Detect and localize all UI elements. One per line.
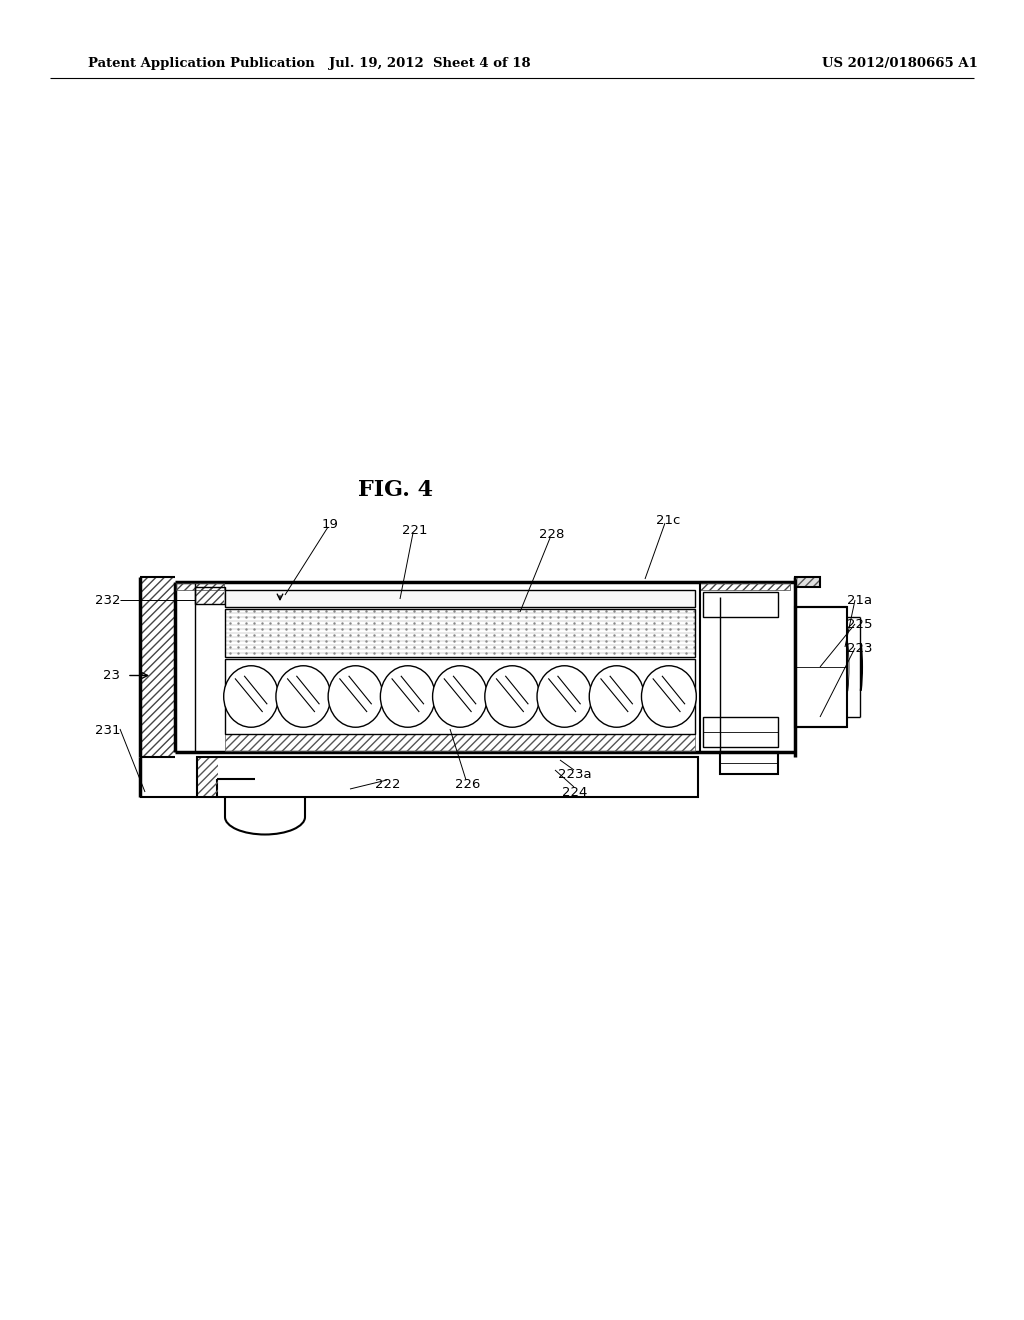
Bar	[141, 578, 174, 756]
Text: 221: 221	[402, 524, 428, 536]
Ellipse shape	[380, 665, 435, 727]
Bar	[197, 756, 698, 797]
Text: Patent Application Publication: Patent Application Publication	[88, 58, 314, 70]
Bar	[176, 583, 224, 590]
Ellipse shape	[641, 665, 696, 727]
Bar	[703, 717, 778, 747]
Bar	[196, 587, 224, 605]
Text: 225: 225	[847, 618, 872, 631]
Text: 226: 226	[456, 779, 480, 792]
Text: Jul. 19, 2012  Sheet 4 of 18: Jul. 19, 2012 Sheet 4 of 18	[329, 58, 530, 70]
Bar	[796, 578, 819, 586]
Bar	[703, 591, 778, 616]
Text: US 2012/0180665 A1: US 2012/0180665 A1	[822, 58, 978, 70]
Ellipse shape	[223, 665, 279, 727]
Text: FIG. 4: FIG. 4	[357, 479, 432, 502]
Bar	[225, 734, 695, 751]
Ellipse shape	[537, 665, 592, 727]
Bar	[700, 583, 790, 590]
Bar	[225, 609, 695, 657]
Bar	[225, 659, 695, 734]
Text: 223a: 223a	[558, 768, 592, 781]
Bar	[795, 607, 847, 727]
Bar	[198, 758, 218, 796]
Bar	[795, 577, 820, 587]
Text: 21a: 21a	[848, 594, 872, 606]
Text: 21c: 21c	[655, 513, 680, 527]
Bar	[225, 590, 695, 607]
Bar	[720, 752, 778, 774]
Text: 232: 232	[95, 594, 121, 606]
Text: 231: 231	[95, 723, 121, 737]
Ellipse shape	[275, 665, 331, 727]
Text: 223: 223	[847, 642, 872, 655]
Ellipse shape	[589, 665, 644, 727]
Text: 222: 222	[375, 779, 400, 792]
Ellipse shape	[484, 665, 540, 727]
Text: 23: 23	[103, 669, 121, 682]
Bar	[195, 587, 225, 605]
Text: 228: 228	[540, 528, 564, 541]
Ellipse shape	[432, 665, 487, 727]
Text: 224: 224	[562, 785, 588, 799]
Ellipse shape	[328, 665, 383, 727]
Text: 19: 19	[322, 519, 339, 532]
